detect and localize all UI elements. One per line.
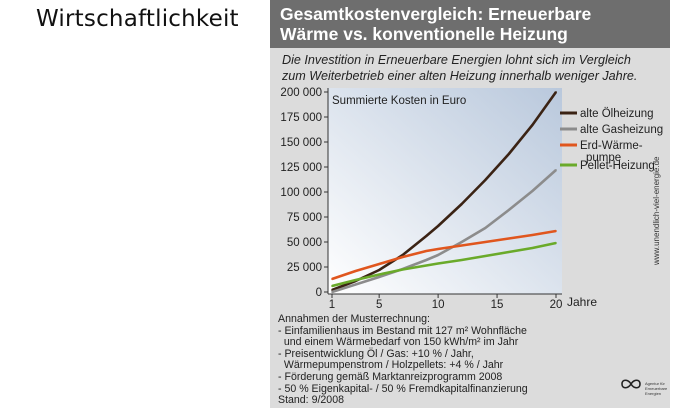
y-tick-label: 150 000 xyxy=(280,137,322,149)
data-point xyxy=(354,270,357,272)
data-point xyxy=(507,153,510,155)
y-tick-label: 50 000 xyxy=(287,237,322,249)
note-line: - Förderung gemäß Marktanreizprogramm 20… xyxy=(278,370,503,383)
y-tick-label: 0 xyxy=(316,287,322,299)
x-tick-label: 10 xyxy=(432,299,445,311)
data-point xyxy=(460,203,463,205)
data-point xyxy=(354,279,357,281)
assumptions-notes: Annahmen der Musterrechnung: - Einfamilie… xyxy=(278,313,623,407)
data-point xyxy=(555,230,557,232)
data-point xyxy=(378,269,381,271)
x-axis-label: Jahre xyxy=(567,295,597,309)
y-tick-label: 25 000 xyxy=(287,262,322,274)
data-point xyxy=(531,190,534,192)
data-point xyxy=(460,241,463,243)
plot-area xyxy=(328,88,562,294)
note-line: Stand: 9/2008 xyxy=(278,394,344,407)
chart-figure: Gesamtkostenvergleich: Erneuerbare Wärme… xyxy=(270,0,670,408)
data-point xyxy=(484,241,487,243)
data-point xyxy=(555,169,557,171)
data-point xyxy=(460,244,463,247)
legend-label: Pellet-Heizung xyxy=(580,160,655,172)
figure-header: Gesamtkostenvergleich: Erneuerbare Wärme… xyxy=(270,0,670,48)
data-point xyxy=(401,254,404,256)
note-line: - Einfamilienhaus im Bestand mit 127 m² … xyxy=(278,324,527,337)
data-point xyxy=(425,259,428,261)
data-point xyxy=(507,237,510,240)
logo-text: Agentur für Erneuerbare Energien xyxy=(645,381,668,396)
legend-label: Erd-Wärme-pumpe xyxy=(580,140,643,164)
data-point xyxy=(437,225,440,227)
figure-title: Gesamtkostenvergleich: Erneuerbare Wärme… xyxy=(280,4,592,44)
y-tick-label: 100 000 xyxy=(280,187,322,199)
cost-chart: Summierte Kosten in Euro 0 25 000 50 000 75… xyxy=(280,87,663,311)
note-line: Annahmen der Musterrechnung: xyxy=(278,313,430,325)
data-point xyxy=(437,248,440,250)
figure-subtitle: Die Investition in Erneuerbare Energien … xyxy=(282,53,638,83)
note-line: - Preisentwicklung Öl / Gas: +10 % / Jah… xyxy=(278,347,474,360)
y-tick-label: 175 000 xyxy=(280,112,322,124)
data-point xyxy=(437,262,440,265)
data-point xyxy=(531,247,534,249)
data-point xyxy=(354,283,357,286)
note-line: Wärmepumpenstrom / Holzpellets: +4 % / J… xyxy=(278,359,504,372)
y-tick-label: 75 000 xyxy=(287,212,322,224)
data-point xyxy=(331,285,333,287)
data-point xyxy=(484,227,487,229)
x-tick-label: 1 xyxy=(329,299,335,311)
data-point xyxy=(425,250,428,252)
data-point xyxy=(331,289,333,291)
x-tick-label: 20 xyxy=(550,299,563,311)
website-url: www.unendlich-viel-energie.de xyxy=(652,156,661,265)
data-point xyxy=(531,234,534,236)
data-point xyxy=(331,278,333,280)
data-point xyxy=(555,242,557,244)
data-point xyxy=(425,264,428,267)
infinity-logo-icon xyxy=(621,379,641,389)
x-tick-label: 15 xyxy=(491,299,504,311)
data-point xyxy=(555,91,557,93)
y-tick-label: 200 000 xyxy=(280,87,322,99)
data-point xyxy=(378,276,381,278)
data-point xyxy=(425,235,428,237)
data-point xyxy=(507,209,510,211)
data-point xyxy=(484,255,487,257)
data-point xyxy=(437,254,440,256)
y-tick-label: 125 000 xyxy=(280,162,322,174)
chart-title: Summierte Kosten in Euro xyxy=(332,95,466,107)
legend-label: alte Gasheizung xyxy=(580,124,663,136)
slide-title: Wirtschaftlichkeit xyxy=(36,6,239,32)
note-line: - 50 % Eigenkapital- / 50 % Fremdkapital… xyxy=(278,382,528,395)
data-point xyxy=(378,263,381,265)
data-point xyxy=(460,259,463,261)
data-point xyxy=(378,273,381,276)
legend-label: alte Ölheizung xyxy=(580,108,654,120)
x-tick-label: 5 xyxy=(376,299,382,311)
data-point xyxy=(401,268,404,271)
note-line: und einem Wärmebedarf von 150 kWh/m² im … xyxy=(278,336,519,349)
data-point xyxy=(484,179,487,181)
data-point xyxy=(331,291,333,293)
data-point xyxy=(507,251,510,253)
data-point xyxy=(401,256,404,258)
data-point xyxy=(531,124,534,126)
